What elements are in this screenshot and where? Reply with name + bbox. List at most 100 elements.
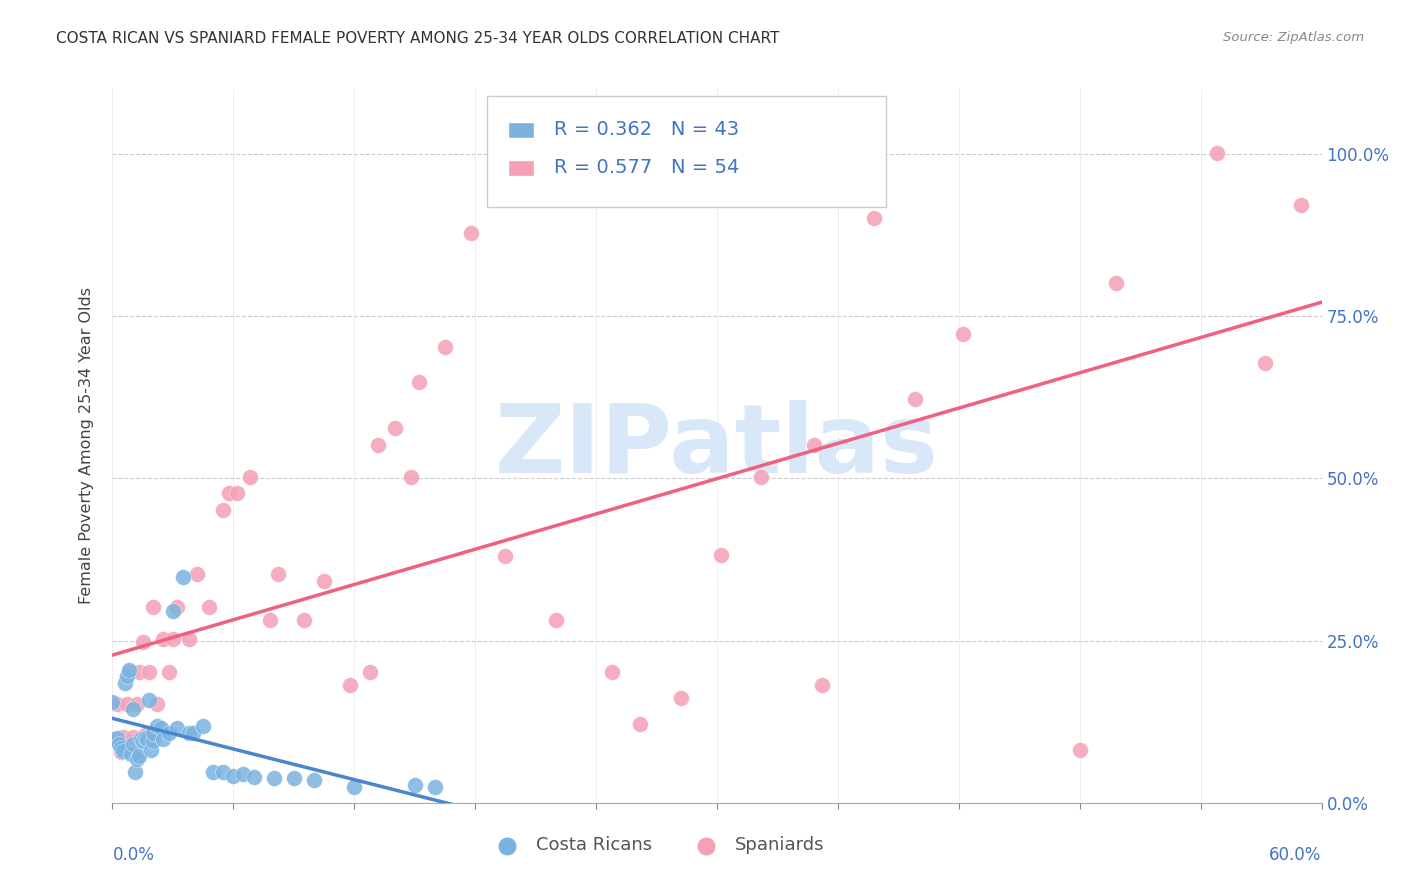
Point bbox=[132, 734, 155, 748]
Point bbox=[152, 732, 174, 747]
Point bbox=[283, 771, 305, 785]
Point bbox=[751, 470, 773, 484]
Point bbox=[101, 695, 124, 709]
Point bbox=[125, 697, 148, 711]
Point bbox=[312, 574, 335, 588]
FancyBboxPatch shape bbox=[508, 122, 534, 137]
Point bbox=[222, 768, 245, 782]
Point bbox=[121, 730, 143, 744]
Point bbox=[232, 766, 254, 780]
Point bbox=[142, 725, 165, 739]
Point bbox=[181, 725, 204, 739]
Point bbox=[117, 665, 139, 679]
Point bbox=[433, 340, 456, 354]
Point bbox=[152, 632, 174, 647]
Point bbox=[107, 738, 129, 752]
Point bbox=[259, 613, 281, 627]
FancyBboxPatch shape bbox=[508, 160, 534, 176]
Text: R = 0.362   N = 43: R = 0.362 N = 43 bbox=[554, 120, 740, 139]
Point bbox=[186, 567, 208, 582]
Point bbox=[157, 725, 180, 739]
Point bbox=[166, 721, 188, 735]
Point bbox=[134, 731, 156, 745]
Text: ZIPatlas: ZIPatlas bbox=[495, 400, 939, 492]
Text: Source: ZipAtlas.com: Source: ZipAtlas.com bbox=[1223, 31, 1364, 45]
Point bbox=[146, 719, 169, 733]
Text: 0.0%: 0.0% bbox=[112, 846, 155, 863]
Point bbox=[124, 764, 146, 779]
Point bbox=[1105, 276, 1128, 290]
Text: R = 0.577   N = 54: R = 0.577 N = 54 bbox=[554, 158, 740, 178]
Point bbox=[146, 697, 169, 711]
Point bbox=[177, 725, 200, 739]
Y-axis label: Female Poverty Among 25-34 Year Olds: Female Poverty Among 25-34 Year Olds bbox=[79, 287, 94, 605]
Point bbox=[157, 665, 180, 679]
Point bbox=[121, 738, 143, 752]
Point bbox=[811, 678, 834, 692]
Point bbox=[110, 740, 132, 755]
Point bbox=[105, 731, 128, 745]
Point bbox=[129, 732, 152, 747]
Point bbox=[343, 780, 366, 794]
Point bbox=[1291, 197, 1313, 211]
Point bbox=[105, 697, 128, 711]
Point bbox=[111, 730, 134, 744]
Point bbox=[226, 485, 249, 500]
Point bbox=[952, 327, 974, 342]
Point bbox=[134, 728, 156, 742]
Point bbox=[162, 604, 184, 618]
Point bbox=[128, 665, 150, 679]
Point bbox=[600, 665, 623, 679]
Point bbox=[238, 470, 260, 484]
Point bbox=[202, 764, 225, 779]
Point bbox=[138, 693, 160, 707]
Legend: Costa Ricans, Spaniards: Costa Ricans, Spaniards bbox=[482, 830, 831, 862]
Point bbox=[212, 502, 235, 516]
Point bbox=[177, 632, 200, 647]
Point bbox=[460, 226, 482, 240]
Point bbox=[138, 665, 160, 679]
Point bbox=[359, 665, 381, 679]
Point bbox=[399, 470, 422, 484]
Point bbox=[710, 548, 733, 562]
Point bbox=[544, 613, 567, 627]
Point bbox=[121, 702, 143, 716]
Point bbox=[669, 690, 692, 705]
Point bbox=[1069, 742, 1091, 756]
Point bbox=[408, 376, 430, 390]
Point bbox=[218, 485, 240, 500]
Point bbox=[863, 211, 886, 225]
Point bbox=[115, 669, 138, 683]
Point bbox=[1205, 145, 1227, 160]
Point bbox=[404, 778, 426, 792]
Point bbox=[101, 732, 124, 747]
Point bbox=[1254, 356, 1277, 370]
Point bbox=[115, 697, 138, 711]
Point bbox=[142, 599, 165, 614]
Point bbox=[172, 570, 194, 584]
Point bbox=[803, 438, 825, 452]
Point bbox=[198, 599, 221, 614]
Point bbox=[128, 749, 150, 764]
Point bbox=[120, 747, 142, 761]
Point bbox=[903, 392, 925, 407]
Point bbox=[149, 721, 172, 735]
Text: COSTA RICAN VS SPANIARD FEMALE POVERTY AMONG 25-34 YEAR OLDS CORRELATION CHART: COSTA RICAN VS SPANIARD FEMALE POVERTY A… bbox=[56, 31, 779, 46]
Point bbox=[110, 745, 132, 759]
Point bbox=[132, 635, 155, 649]
Point bbox=[263, 771, 285, 785]
Point bbox=[423, 780, 446, 794]
Point bbox=[142, 734, 165, 748]
Point bbox=[191, 719, 214, 733]
Point bbox=[139, 742, 162, 756]
Point bbox=[495, 549, 517, 564]
Point bbox=[367, 438, 389, 452]
Point bbox=[125, 752, 148, 766]
Text: 60.0%: 60.0% bbox=[1270, 846, 1322, 863]
Point bbox=[117, 663, 139, 677]
Point bbox=[384, 421, 406, 435]
Point bbox=[114, 675, 136, 690]
Point bbox=[302, 773, 325, 788]
Point bbox=[166, 599, 188, 614]
Point bbox=[135, 732, 157, 747]
